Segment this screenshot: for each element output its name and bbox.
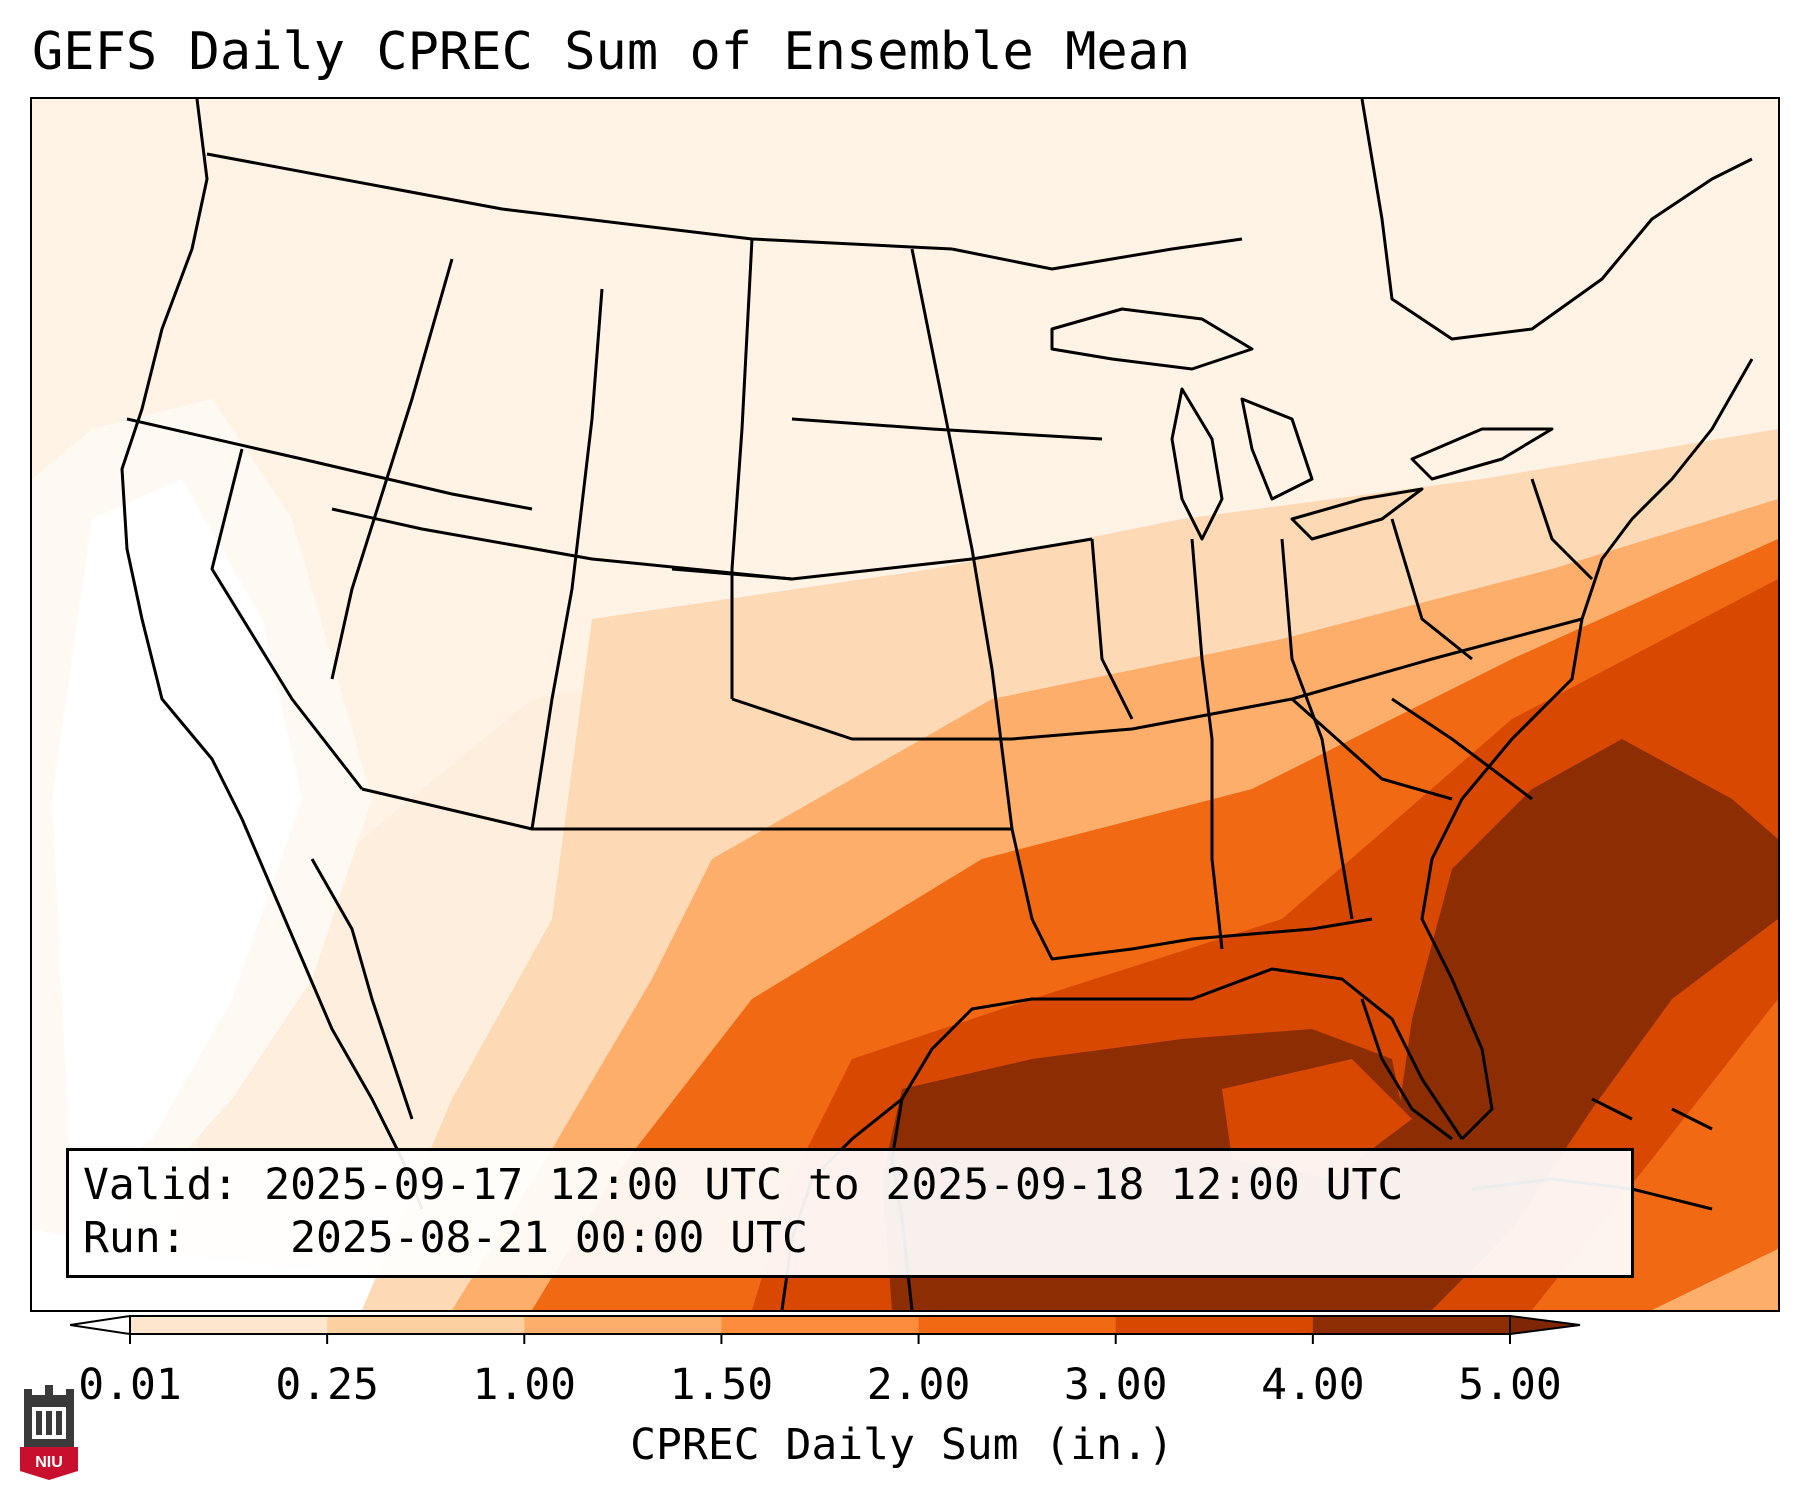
colorbar-tick-label: 1.50 (669, 1360, 774, 1410)
colorbar (70, 1314, 1581, 1344)
colorbar-segment (524, 1316, 722, 1334)
logo-text: NIU (35, 1454, 63, 1471)
colorbar-border (129, 1315, 1511, 1335)
valid-label: Valid: (83, 1160, 239, 1210)
precipitation-map[interactable] (30, 97, 1780, 1312)
run-label: Run: (83, 1213, 187, 1263)
map-canvas (32, 99, 1778, 1310)
colorbar-segment (1115, 1316, 1314, 1334)
colorbar-tick-label: 1.00 (472, 1360, 577, 1410)
colorbar-under-extension (70, 1314, 131, 1336)
colorbar-tick-label: 0.01 (78, 1360, 182, 1410)
run-time: 2025-08-21 00:00 UTC (290, 1213, 808, 1263)
colorbar-segment (918, 1316, 1117, 1334)
colorbar-tick-label: 4.00 (1261, 1360, 1365, 1410)
colorbar-tick-label: 0.25 (275, 1360, 379, 1410)
colorbar-tick-label: 5.00 (1458, 1360, 1562, 1410)
colorbar-tick-label: 3.00 (1063, 1360, 1168, 1410)
colorbar-label: CPREC Daily Sum (in.) (630, 1420, 1174, 1470)
validity-info-box: Valid: 2025-09-17 12:00 UTC to 2025-09-1… (66, 1148, 1634, 1278)
colorbar-segment (130, 1316, 328, 1334)
niu-castle-logo-icon: NIU (20, 1385, 78, 1480)
colorbar-segment (1312, 1316, 1511, 1334)
colorbar-over-extension (1509, 1314, 1581, 1336)
map-title: GEFS Daily CPREC Sum of Ensemble Mean (32, 22, 1191, 82)
valid-time-range: 2025-09-17 12:00 UTC to 2025-09-18 12:00… (264, 1160, 1404, 1210)
colorbar-segment (327, 1316, 525, 1334)
colorbar-segment (721, 1316, 920, 1334)
colorbar-tick-label: 2.00 (866, 1360, 971, 1410)
